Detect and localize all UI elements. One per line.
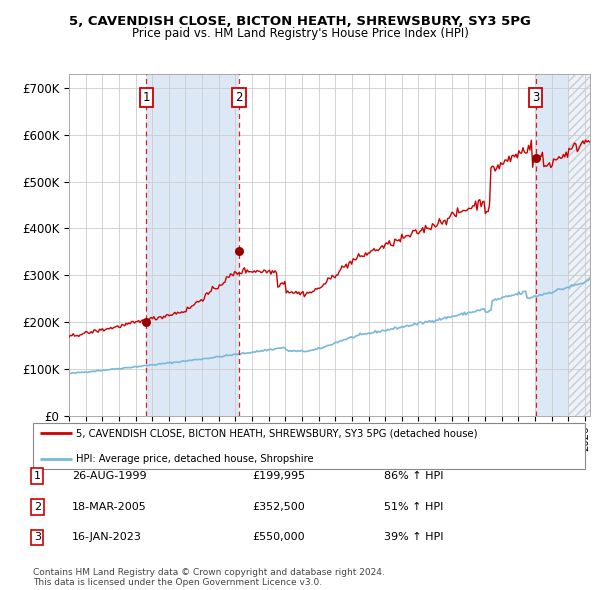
Text: 2: 2 (34, 502, 41, 512)
Text: 2: 2 (235, 91, 242, 104)
Text: Contains HM Land Registry data © Crown copyright and database right 2024.: Contains HM Land Registry data © Crown c… (33, 568, 385, 577)
Text: 5, CAVENDISH CLOSE, BICTON HEATH, SHREWSBURY, SY3 5PG: 5, CAVENDISH CLOSE, BICTON HEATH, SHREWS… (69, 15, 531, 28)
Text: £199,995: £199,995 (252, 471, 305, 481)
FancyBboxPatch shape (33, 423, 585, 469)
Text: £550,000: £550,000 (252, 533, 305, 542)
Text: 16-JAN-2023: 16-JAN-2023 (72, 533, 142, 542)
Bar (568, 74, 590, 416)
Text: HPI: Average price, detached house, Shropshire: HPI: Average price, detached house, Shro… (76, 454, 314, 464)
Text: 26-AUG-1999: 26-AUG-1999 (72, 471, 146, 481)
Bar (568, 74, 590, 416)
Bar (146, 74, 239, 416)
Text: 1: 1 (34, 471, 41, 481)
Text: Price paid vs. HM Land Registry's House Price Index (HPI): Price paid vs. HM Land Registry's House … (131, 27, 469, 40)
Text: 5, CAVENDISH CLOSE, BICTON HEATH, SHREWSBURY, SY3 5PG (detached house): 5, CAVENDISH CLOSE, BICTON HEATH, SHREWS… (76, 428, 478, 438)
Text: 51% ↑ HPI: 51% ↑ HPI (384, 502, 443, 512)
Text: £352,500: £352,500 (252, 502, 305, 512)
Bar (536, 74, 568, 416)
Text: 3: 3 (34, 533, 41, 542)
Text: 18-MAR-2005: 18-MAR-2005 (72, 502, 147, 512)
Text: 1: 1 (143, 91, 150, 104)
Text: This data is licensed under the Open Government Licence v3.0.: This data is licensed under the Open Gov… (33, 578, 322, 587)
Text: 39% ↑ HPI: 39% ↑ HPI (384, 533, 443, 542)
Text: 86% ↑ HPI: 86% ↑ HPI (384, 471, 443, 481)
Text: 3: 3 (532, 91, 539, 104)
